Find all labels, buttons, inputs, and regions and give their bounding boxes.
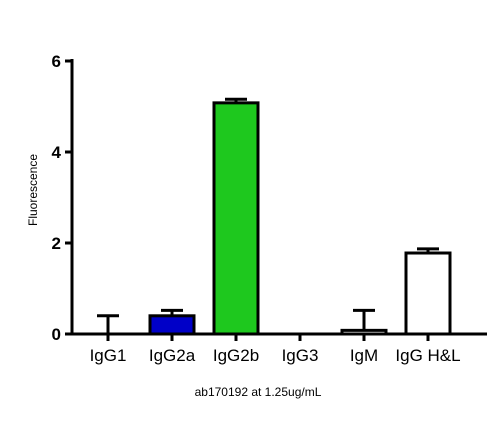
x-tick-label: IgG3 xyxy=(282,346,319,365)
x-tick-label: IgG H&L xyxy=(395,346,460,365)
y-axis-title: Fluorescence xyxy=(26,154,40,226)
y-tick-label: 0 xyxy=(52,325,61,344)
x-tick-label: IgG2a xyxy=(149,346,196,365)
x-tick-label: IgM xyxy=(350,346,378,365)
error-bar-igm xyxy=(353,308,375,331)
labels-layer: 0 2 4 6 IgG1 IgG2a IgG2b IgG3 IgM IgG H&L xyxy=(52,52,461,365)
error-bar-igg1 xyxy=(97,314,119,334)
bar-igg-h-l xyxy=(404,251,452,336)
error-bar-igg-h-l xyxy=(417,247,439,254)
x-tick-label: IgG1 xyxy=(90,346,127,365)
y-tick-label: 6 xyxy=(52,52,61,71)
y-tick-label: 4 xyxy=(52,143,62,162)
bar-igg2a xyxy=(148,314,196,336)
errorbars-layer xyxy=(97,97,439,335)
error-bar-igg2b xyxy=(225,97,247,103)
y-tick-label: 2 xyxy=(52,234,61,253)
bar-igg2b xyxy=(212,101,260,336)
x-axis-title: ab170192 at 1.25ug/mL xyxy=(195,385,322,399)
error-bar-igg2a xyxy=(161,308,183,316)
x-tick-label: IgG2b xyxy=(213,346,259,365)
bars-layer xyxy=(148,101,452,336)
axes-layer xyxy=(65,59,487,341)
